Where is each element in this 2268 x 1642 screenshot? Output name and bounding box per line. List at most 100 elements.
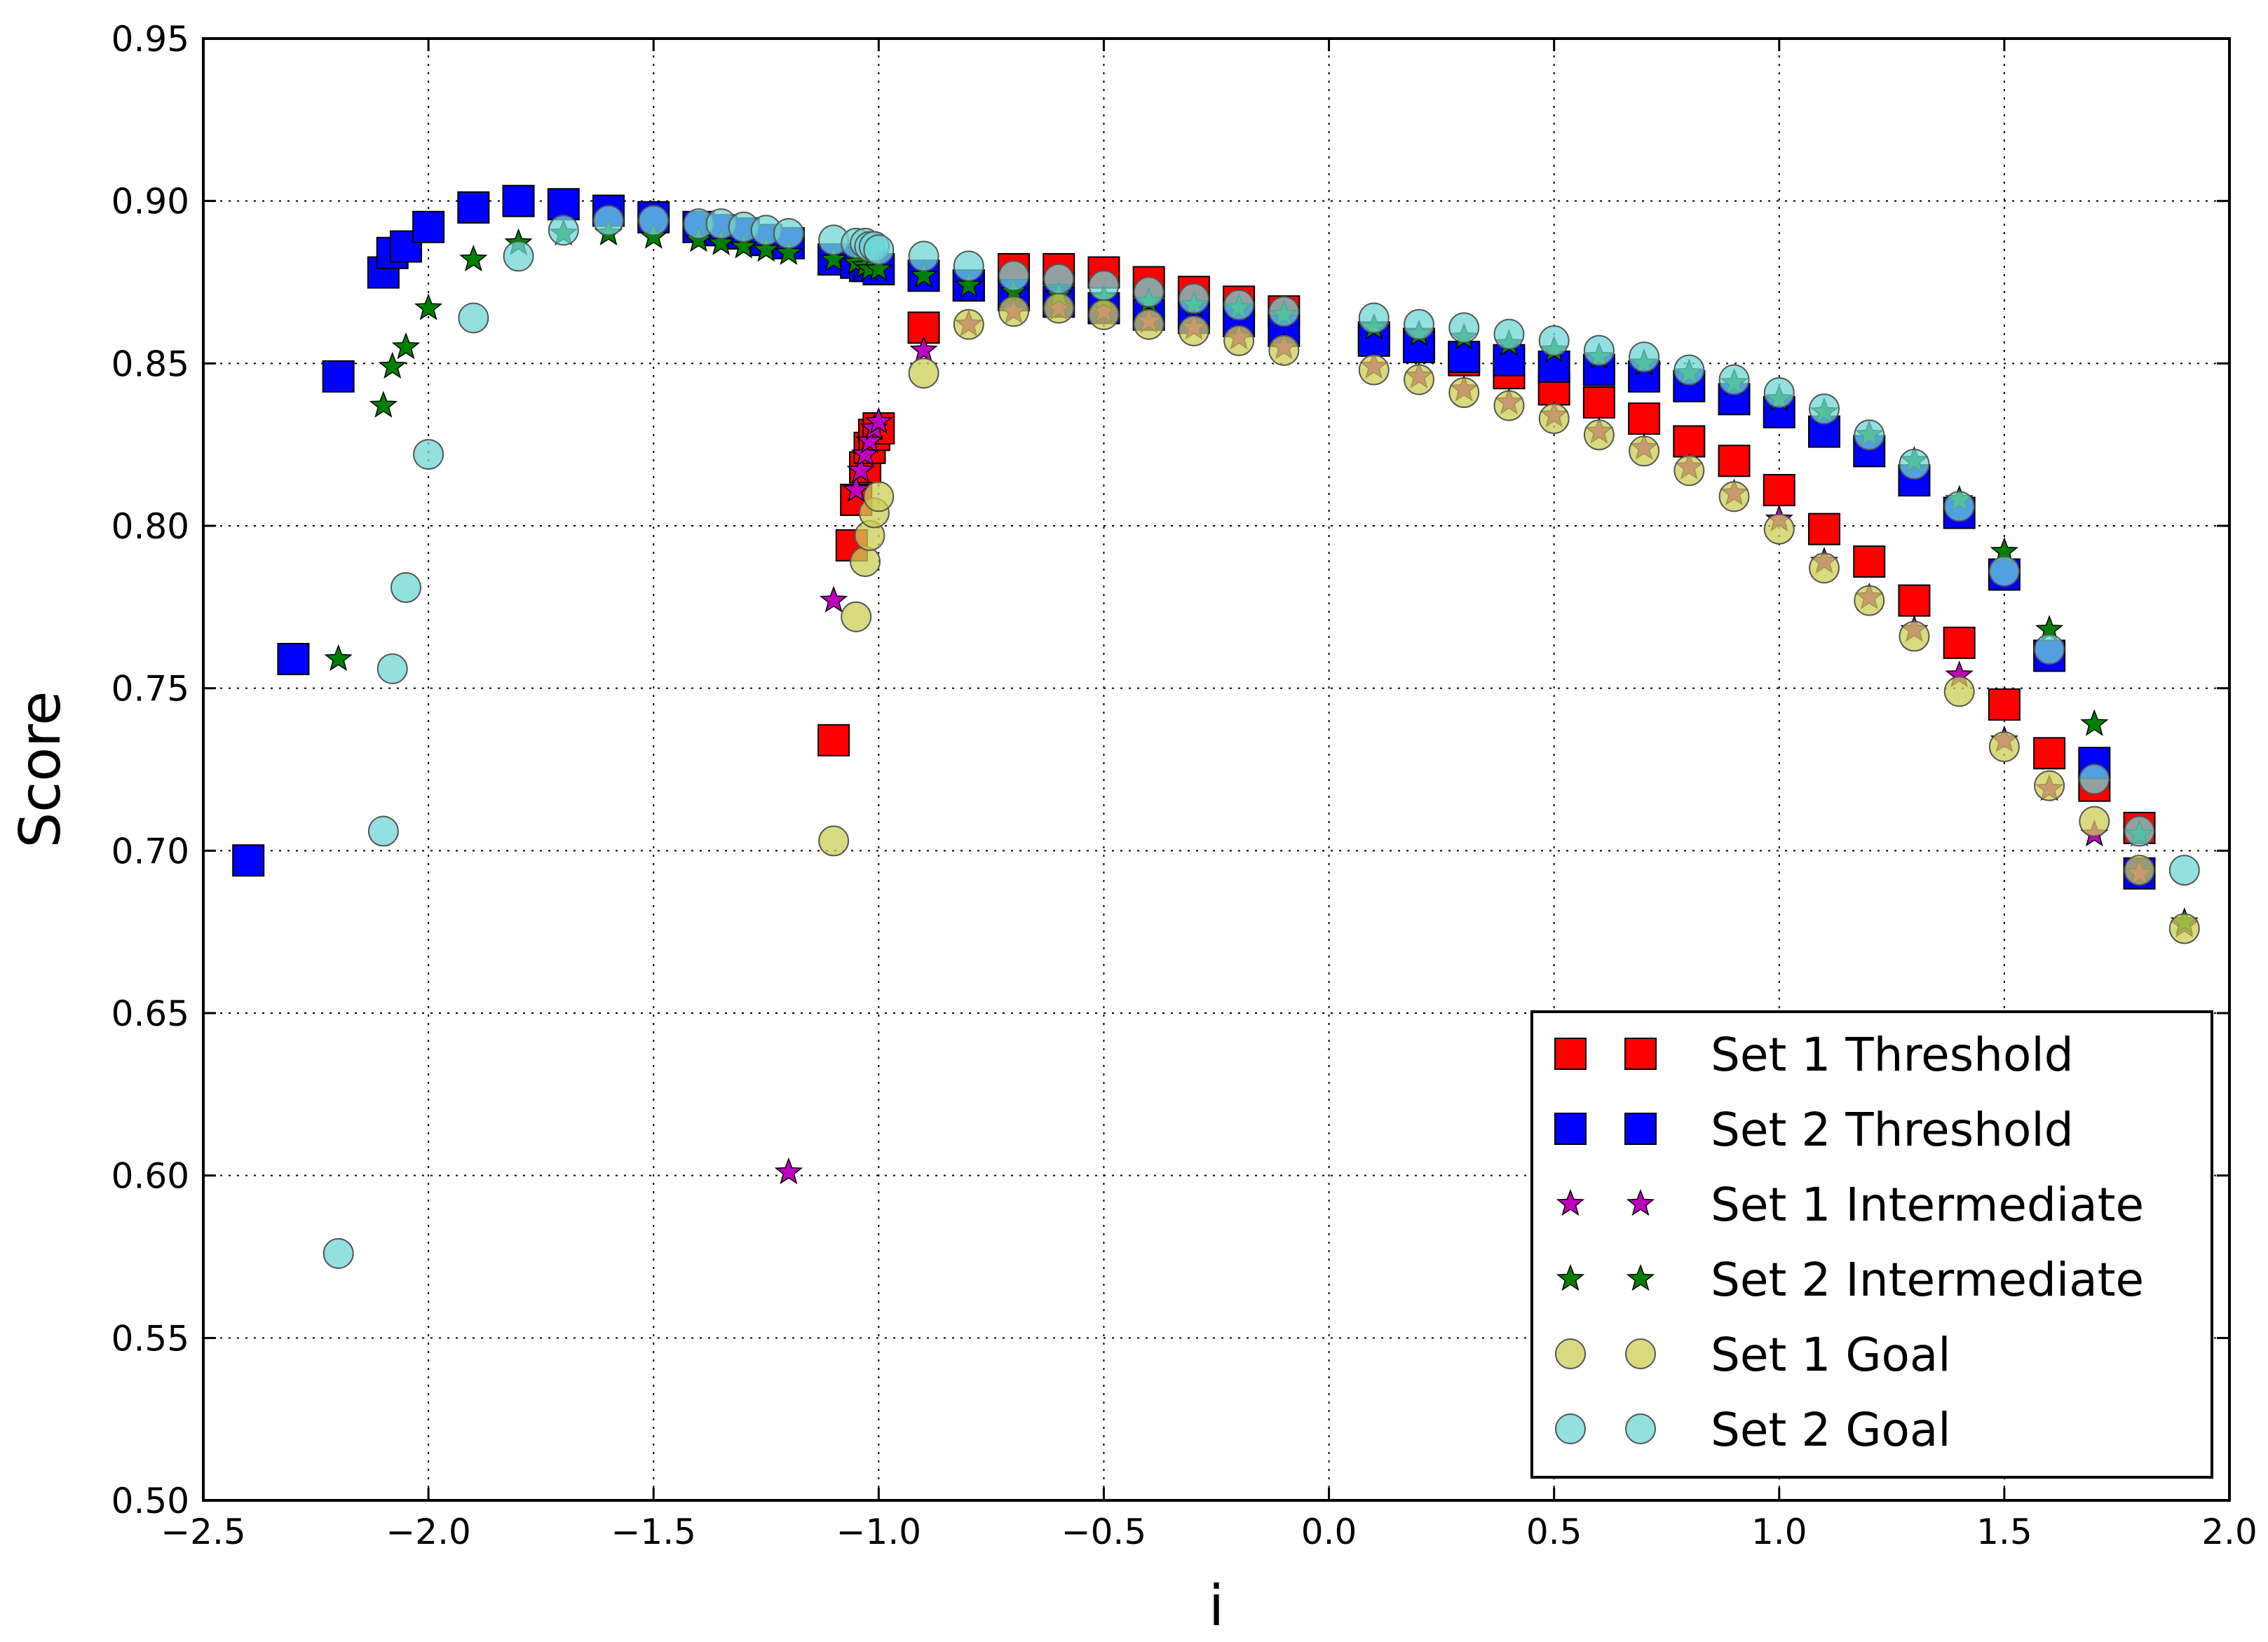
- data-point: [502, 184, 535, 217]
- data-point: [2124, 855, 2155, 886]
- legend-entry: Set 2 Threshold: [1554, 1103, 2074, 1157]
- data-point: [846, 456, 875, 483]
- data-point: [412, 210, 445, 243]
- data-point: [1268, 334, 1300, 366]
- data-point: [729, 231, 758, 259]
- data-point: [908, 358, 939, 389]
- data-point: [1178, 283, 1209, 314]
- data-point: [1628, 402, 1661, 435]
- legend-marker: [1626, 1263, 1655, 1291]
- legend-marker: [1554, 1113, 1587, 1145]
- legend-entry: Set 1 Goal: [1555, 1328, 1951, 1382]
- data-point: [1854, 585, 1885, 616]
- data-point: [1133, 276, 1164, 308]
- data-point: [1583, 419, 1615, 451]
- data-point: [1088, 270, 1120, 301]
- data-point: [1854, 419, 1885, 451]
- data-point: [1718, 364, 1750, 395]
- data-point: [909, 261, 938, 288]
- legend-marker: [1556, 1263, 1585, 1291]
- legend-label: Set 2 Goal: [1711, 1403, 1951, 1457]
- data-point: [863, 234, 895, 266]
- data-point: [322, 360, 355, 393]
- data-point: [1629, 435, 1660, 467]
- data-point: [548, 215, 579, 246]
- data-point: [1448, 312, 1480, 344]
- legend-marker: [1625, 1338, 1656, 1369]
- data-point: [1763, 474, 1795, 507]
- data-point: [1809, 552, 1840, 584]
- y-tick-label: 0.50: [111, 1481, 189, 1521]
- data-point: [324, 644, 353, 672]
- data-point: [2124, 815, 2155, 847]
- data-point: [1763, 377, 1795, 409]
- y-tick-label: 0.60: [111, 1156, 189, 1197]
- data-points: [232, 184, 2200, 1269]
- data-point: [774, 1157, 803, 1185]
- data-point: [2080, 709, 2109, 736]
- data-point: [1899, 620, 1930, 652]
- legend-marker: [1624, 1038, 1657, 1070]
- data-point: [954, 270, 983, 298]
- data-point: [1178, 315, 1209, 346]
- data-point: [1808, 513, 1840, 545]
- y-tick-label: 0.80: [111, 506, 189, 547]
- legend-marker: [1626, 1188, 1655, 1216]
- data-point: [1448, 341, 1481, 374]
- data-point: [2168, 855, 2200, 886]
- data-point: [1538, 403, 1570, 435]
- data-point: [953, 308, 984, 340]
- data-point: [391, 332, 421, 360]
- data-point: [2079, 806, 2110, 837]
- data-point: [1404, 308, 1434, 340]
- data-point: [842, 475, 871, 503]
- data-point: [908, 240, 939, 272]
- legend-label: Set 2 Intermediate: [1711, 1253, 2144, 1307]
- series-set-1-goal: [818, 292, 2200, 944]
- y-tick-label: 0.95: [111, 19, 189, 60]
- x-axis-label: i: [1209, 1573, 1224, 1638]
- data-point: [458, 302, 489, 334]
- data-point: [1268, 296, 1300, 327]
- x-tick-label: 2.0: [2201, 1512, 2257, 1552]
- x-tick-label: −1.5: [611, 1512, 696, 1552]
- data-point: [391, 572, 421, 604]
- data-point: [1448, 377, 1480, 409]
- data-point: [232, 844, 265, 877]
- data-point: [1088, 299, 1120, 330]
- data-point: [817, 724, 850, 756]
- data-point: [1673, 425, 1706, 458]
- data-point: [998, 260, 1029, 292]
- y-tick-label: 0.55: [111, 1318, 189, 1359]
- data-point: [1583, 334, 1615, 366]
- data-point: [841, 601, 872, 632]
- data-point: [376, 653, 408, 684]
- data-point: [1943, 676, 1975, 707]
- x-tick-label: 1.0: [1751, 1512, 1807, 1552]
- tick-labels: −2.5 −2.0 −1.5 −1.0 −0.5 0.0 0.5 1.0 1.5 2.0 0.50 0…: [111, 19, 2257, 1552]
- data-point: [752, 235, 780, 262]
- legend-marker: [1555, 1413, 1586, 1444]
- plot-frame: [202, 37, 2231, 1502]
- y-tick-label: 0.85: [111, 344, 189, 384]
- data-point: [1133, 308, 1164, 340]
- data-point: [369, 391, 398, 418]
- data-point: [1943, 626, 1976, 659]
- data-point: [1223, 289, 1255, 320]
- data-point: [818, 825, 850, 857]
- data-point: [863, 481, 895, 513]
- legend-box: [1530, 1010, 2213, 1479]
- y-tick-label: 0.65: [111, 993, 189, 1034]
- x-tick-label: −2.5: [161, 1512, 245, 1552]
- data-point: [707, 228, 735, 256]
- data-point: [1493, 390, 1525, 421]
- legend-marker: [1625, 1413, 1656, 1444]
- x-tick-label: −2.0: [386, 1512, 470, 1552]
- y-tick-label: 0.75: [111, 669, 189, 710]
- data-point: [1763, 513, 1795, 545]
- data-point: [1582, 386, 1615, 419]
- data-point: [864, 254, 893, 282]
- data-point: [850, 545, 881, 577]
